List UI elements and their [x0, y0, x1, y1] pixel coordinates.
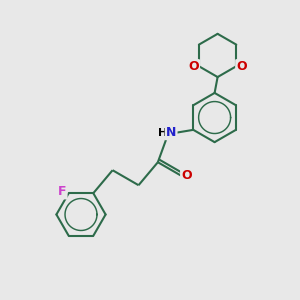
- Text: N: N: [166, 126, 176, 139]
- Text: F: F: [58, 185, 66, 198]
- Text: O: O: [188, 60, 199, 73]
- Text: H: H: [158, 128, 167, 137]
- Text: O: O: [181, 169, 192, 182]
- Text: O: O: [236, 60, 247, 73]
